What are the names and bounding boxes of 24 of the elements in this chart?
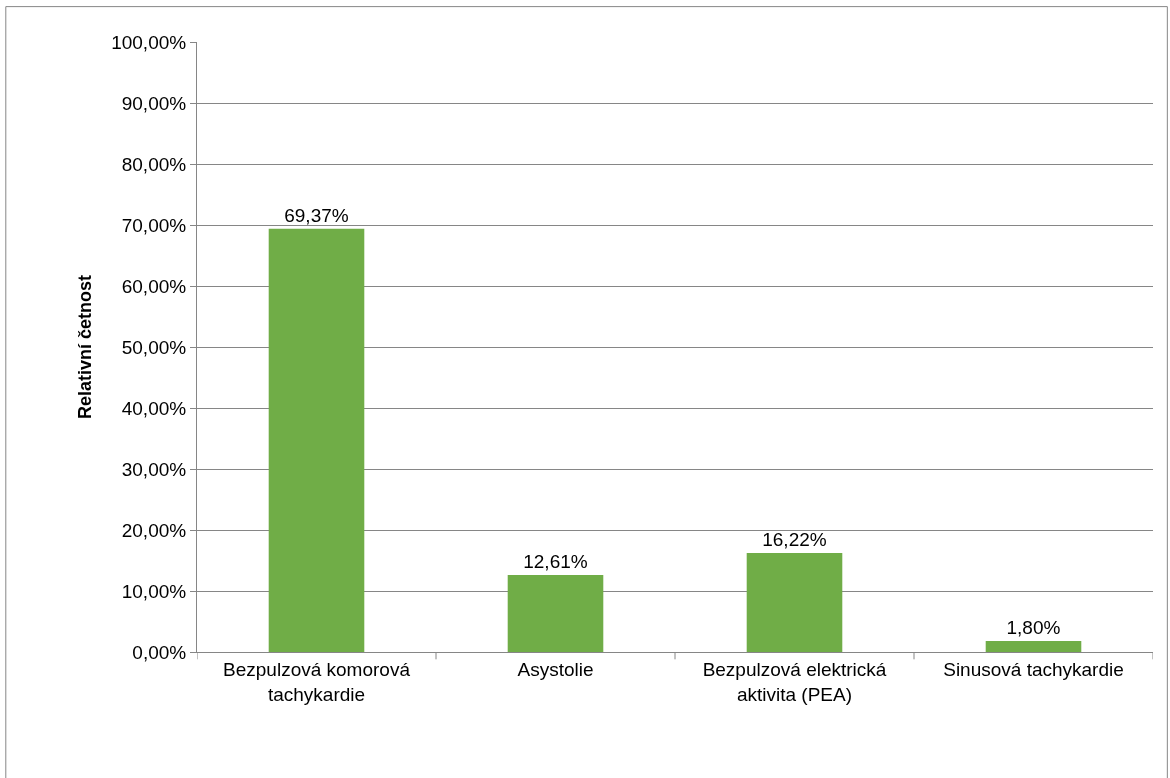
bar [268, 228, 365, 652]
x-tick-label: Asystolie [517, 658, 594, 680]
data-label: 16,22% [762, 529, 827, 551]
y-tick-label: 30,00% [121, 458, 187, 480]
bar [746, 553, 843, 652]
x-tick-label: Sinusová tachykardie [943, 658, 1124, 680]
y-tick-label: 40,00% [121, 397, 187, 419]
y-axis-title: Relativní četnost [75, 274, 96, 420]
y-tick-label: 70,00% [121, 214, 187, 236]
data-label: 1,80% [1006, 617, 1061, 639]
y-tick-label: 60,00% [121, 275, 187, 297]
x-tick-label: Bezpulzová elektrická aktivita (PEA) [702, 658, 887, 705]
y-tick-label: 10,00% [121, 580, 187, 602]
y-tick-label: 50,00% [121, 336, 187, 358]
x-tick-label: Bezpulzová komorová tachykardie [223, 658, 411, 705]
y-tick-label: 100,00% [111, 31, 187, 53]
bar [985, 641, 1082, 652]
y-tick-label: 20,00% [121, 519, 187, 541]
y-tick-label: 0,00% [132, 641, 187, 663]
y-tick-label: 90,00% [121, 92, 187, 114]
bar [507, 575, 604, 652]
data-label: 12,61% [523, 551, 588, 573]
data-label: 69,37% [284, 204, 349, 226]
y-tick-label: 80,00% [121, 153, 187, 175]
